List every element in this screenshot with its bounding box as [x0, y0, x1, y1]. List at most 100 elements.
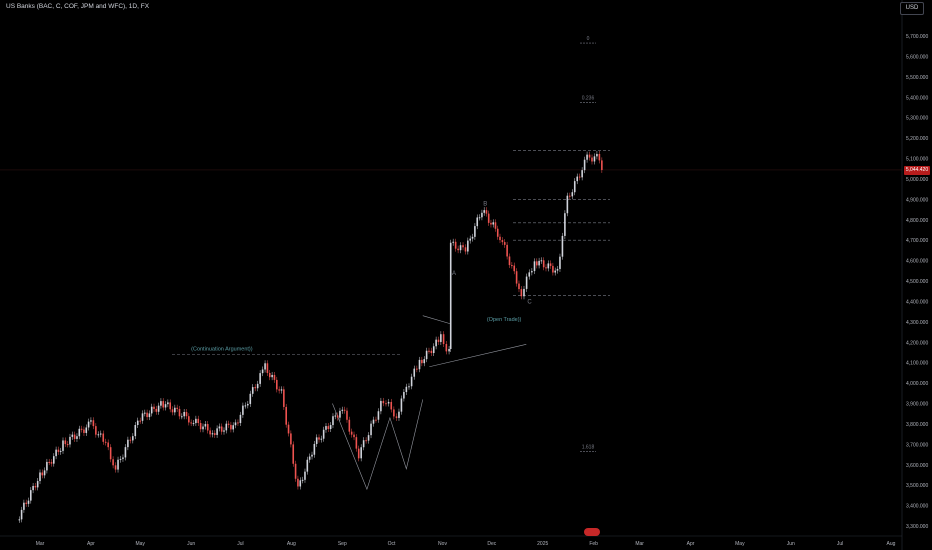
candle-body	[362, 440, 365, 448]
y-tick-label: 4,200.000	[906, 340, 928, 346]
candle-body	[435, 339, 437, 347]
candle-body	[299, 480, 302, 487]
candle-body	[119, 458, 122, 460]
candle-body	[256, 383, 259, 389]
candle-body	[360, 447, 362, 459]
candle-body	[449, 242, 452, 349]
candle-body	[232, 425, 234, 430]
candle-body	[494, 222, 497, 229]
candle-body	[55, 449, 57, 457]
candle-body	[398, 411, 400, 418]
candle-body	[471, 236, 474, 239]
candle-body	[531, 271, 533, 273]
candle-body	[308, 456, 311, 460]
x-tick-label: Aug	[887, 541, 896, 547]
candle-body	[573, 181, 576, 193]
candle-body	[332, 416, 334, 426]
x-tick-label: Apr	[687, 541, 695, 547]
candle-body	[547, 263, 550, 269]
candle-body	[430, 350, 433, 354]
candle-body	[336, 415, 339, 418]
candle-body	[148, 413, 151, 418]
candle-body	[160, 401, 162, 406]
candle-body	[276, 379, 278, 390]
candle-body	[329, 425, 332, 430]
candle-body	[492, 222, 495, 225]
candle-body	[39, 472, 41, 482]
candle-body	[97, 434, 100, 436]
candle-body	[109, 447, 112, 460]
candle-body	[176, 407, 178, 409]
y-tick-label: 3,600.000	[906, 463, 928, 469]
candle-body	[239, 414, 242, 424]
candle-body	[515, 271, 518, 284]
candle-body	[341, 409, 344, 411]
candle-body	[30, 490, 32, 501]
candle-body	[506, 244, 508, 257]
candle-body	[157, 405, 160, 412]
candle-body	[117, 459, 119, 470]
candle-body	[283, 389, 285, 407]
candle-body	[78, 428, 81, 437]
candle-body	[457, 248, 459, 251]
candle-body	[483, 210, 485, 213]
x-tick-label: Jun	[187, 541, 195, 547]
candle-body	[586, 154, 588, 160]
candle-body	[552, 265, 554, 273]
y-tick-label: 5,000.000	[906, 177, 928, 183]
y-tick-label: 3,500.000	[906, 483, 928, 489]
candle-body	[503, 242, 506, 245]
candle-body	[425, 350, 428, 360]
wave-label: A	[452, 271, 456, 277]
candle-body	[413, 368, 416, 377]
candle-body	[315, 437, 318, 444]
candle-body	[578, 176, 581, 178]
candle-body	[150, 406, 153, 414]
candle-body	[372, 419, 375, 424]
currency-button[interactable]: USD	[900, 2, 924, 15]
x-tick-label: Oct	[388, 541, 396, 547]
candle-body	[192, 423, 195, 425]
y-tick-label: 4,100.000	[906, 361, 928, 367]
candle-body	[476, 217, 479, 227]
x-tick-label: May	[735, 541, 745, 547]
candle-body	[523, 288, 525, 297]
candle-body	[285, 406, 287, 425]
candle-body	[266, 363, 269, 373]
x-tick-label: Apr	[87, 541, 95, 547]
candle-body	[171, 409, 174, 413]
y-tick-label: 3,800.000	[906, 422, 928, 428]
y-tick-label: 4,000.000	[906, 381, 928, 387]
candle-body	[234, 422, 237, 426]
candle-body	[127, 439, 129, 448]
candle-body	[155, 408, 158, 412]
y-tick-label: 4,500.000	[906, 279, 928, 285]
candle-body	[139, 420, 142, 422]
candle-body	[20, 509, 23, 520]
candle-body	[294, 463, 297, 479]
y-tick-label: 5,700.000	[906, 34, 928, 40]
candle-body	[164, 404, 167, 408]
candle-body	[387, 401, 390, 404]
candle-body	[418, 359, 421, 370]
y-tick-label: 4,900.000	[906, 197, 928, 203]
candle-body	[478, 217, 481, 219]
candle-body	[518, 283, 520, 290]
candle-body	[27, 500, 30, 504]
candle-body	[322, 429, 325, 439]
candle-body	[313, 443, 316, 455]
candle-body	[542, 260, 545, 268]
candle-body	[377, 411, 380, 420]
candle-body	[223, 430, 225, 432]
candle-body	[134, 425, 137, 437]
candle-body	[141, 413, 144, 421]
candle-body	[214, 433, 216, 435]
candle-body	[454, 241, 457, 249]
candle-body	[153, 406, 155, 409]
candle-body	[188, 416, 190, 423]
candle-body	[464, 247, 467, 252]
candle-body	[190, 422, 192, 424]
y-tick-label: 5,500.000	[906, 75, 928, 81]
candle-body	[220, 426, 223, 432]
